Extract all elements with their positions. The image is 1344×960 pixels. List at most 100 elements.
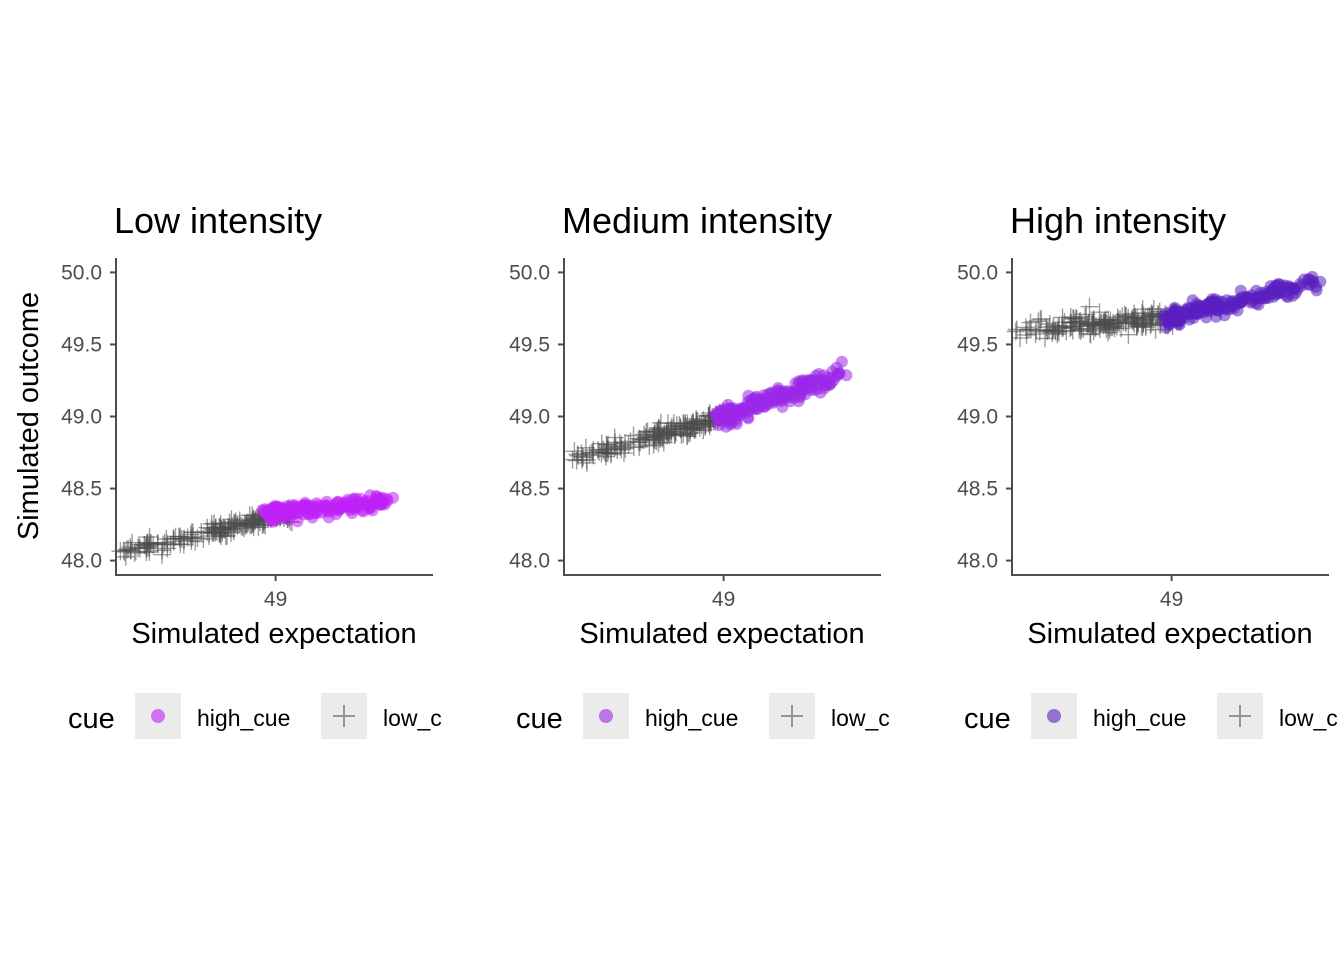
panel-low-intensity: Low intensity 48.0 48.5 49.0 49.5 50.0 49 Si… xyxy=(13,200,442,739)
legend-label-high-cue: high_cue xyxy=(645,705,738,731)
points-layer xyxy=(1006,270,1327,348)
x-axis-title: Simulated expectation xyxy=(579,618,864,650)
data-point-high-cue xyxy=(1265,288,1278,300)
data-point-low-c xyxy=(1096,310,1115,329)
data-point-high-cue xyxy=(275,509,288,522)
data-point-low-c xyxy=(1081,325,1100,344)
data-point-low-c xyxy=(655,424,674,443)
y-tick-label: 50.0 xyxy=(61,261,102,284)
data-point-high-cue xyxy=(772,382,785,394)
y-tick-label: 49.5 xyxy=(957,333,998,356)
y-tick-label: 49.0 xyxy=(509,406,550,429)
data-point-low-c xyxy=(203,523,222,542)
data-point-low-c xyxy=(1083,317,1102,336)
y-tick-label: 48.5 xyxy=(61,478,102,501)
data-point-low-c xyxy=(141,534,160,553)
legend-dot-icon xyxy=(1047,709,1061,723)
y-tick-label: 48.0 xyxy=(509,550,550,573)
data-point-low-c xyxy=(573,447,592,466)
data-point-high-cue xyxy=(1187,311,1200,324)
y-tick-label: 48.0 xyxy=(61,550,102,573)
data-point-low-c xyxy=(1032,309,1051,328)
y-tick-label: 48.0 xyxy=(957,550,998,573)
data-point-low-c xyxy=(221,519,240,538)
data-point-low-c xyxy=(238,515,257,534)
data-point-low-c xyxy=(1046,321,1065,340)
data-point-low-c xyxy=(1099,323,1117,342)
data-point-high-cue xyxy=(1286,282,1299,295)
data-point-high-cue xyxy=(296,503,309,515)
y-axis-title: Simulated outcome xyxy=(13,292,45,540)
data-point-low-c xyxy=(671,419,690,438)
data-point-high-cue xyxy=(835,355,848,368)
data-point-high-cue xyxy=(1191,299,1204,312)
data-point-high-cue xyxy=(727,402,740,415)
data-point-high-cue xyxy=(1165,311,1178,323)
data-point-low-c xyxy=(205,522,224,541)
data-point-high-cue xyxy=(346,498,359,511)
data-point-low-c xyxy=(1037,318,1056,337)
data-point-low-c xyxy=(153,545,172,564)
panel-high-intensity: High intensity 48.0 48.5 49.0 49.5 50.0 49 S… xyxy=(957,200,1338,739)
x-tick-label: 49 xyxy=(264,588,287,611)
data-point-high-cue xyxy=(266,506,279,519)
legend: cue high_cue low_c xyxy=(964,693,1338,739)
data-point-high-cue xyxy=(797,383,810,396)
y-tick-label: 49.5 xyxy=(509,333,550,356)
legend-title: cue xyxy=(68,703,115,735)
x-tick-label: 49 xyxy=(712,588,735,611)
data-point-high-cue xyxy=(387,491,399,504)
data-point-low-c xyxy=(1020,320,1039,339)
legend-label-low-c: low_c xyxy=(831,705,890,731)
legend-label-low-c: low_c xyxy=(383,705,442,731)
data-point-high-cue xyxy=(310,497,323,510)
data-point-high-cue xyxy=(724,414,737,427)
data-point-low-c xyxy=(1119,325,1138,344)
data-point-low-c xyxy=(1077,305,1096,324)
data-point-high-cue xyxy=(1306,276,1319,289)
data-point-low-c xyxy=(1050,316,1069,335)
data-point-low-c xyxy=(158,534,177,553)
legend-label-high-cue: high_cue xyxy=(197,705,290,731)
legend-cross-icon xyxy=(781,705,803,727)
data-point-low-c xyxy=(681,423,700,442)
data-point-low-c xyxy=(597,435,616,454)
data-point-low-c xyxy=(1080,297,1099,316)
y-tick-label: 49.5 xyxy=(61,333,102,356)
legend-cross-icon xyxy=(333,705,355,727)
data-point-high-cue xyxy=(742,389,755,402)
data-point-low-c xyxy=(1061,319,1080,338)
data-point-high-cue xyxy=(1252,298,1265,311)
data-point-low-c xyxy=(563,450,582,469)
data-point-low-c xyxy=(657,422,676,441)
y-tick-label: 50.0 xyxy=(957,261,998,284)
y-ticks: 48.0 48.5 49.0 49.5 50.0 xyxy=(957,261,1012,573)
x-ticks: 49 xyxy=(712,575,735,611)
legend-dot-icon xyxy=(151,709,165,723)
legend: cue high_cue low_c xyxy=(516,693,890,739)
legend-label-high-cue: high_cue xyxy=(1093,705,1186,731)
data-point-low-c xyxy=(1140,307,1159,326)
data-point-low-c xyxy=(130,535,149,554)
panel-title: Low intensity xyxy=(114,200,322,241)
data-point-low-c xyxy=(1070,320,1089,339)
legend-title: cue xyxy=(964,703,1011,735)
data-point-low-c xyxy=(605,439,624,458)
points-layer xyxy=(563,355,853,472)
data-point-low-c xyxy=(1006,322,1025,341)
legend-label-low-c: low_c xyxy=(1279,705,1338,731)
legend-cross-icon xyxy=(1229,705,1251,727)
y-tick-label: 49.0 xyxy=(957,406,998,429)
panel-medium-intensity: Medium intensity 48.0 48.5 49.0 49.5 50.0 49… xyxy=(509,200,890,739)
data-point-low-c xyxy=(1116,307,1135,326)
legend-title: cue xyxy=(516,703,563,735)
legend: cue high_cue low_c xyxy=(68,693,442,739)
x-axis-title: Simulated expectation xyxy=(1027,618,1312,650)
data-point-high-cue xyxy=(330,508,343,520)
data-point-low-c xyxy=(1018,321,1037,339)
data-point-high-cue xyxy=(788,391,801,404)
data-point-low-c xyxy=(181,525,200,544)
data-point-low-c xyxy=(157,530,176,548)
panel-title: Medium intensity xyxy=(562,200,832,241)
